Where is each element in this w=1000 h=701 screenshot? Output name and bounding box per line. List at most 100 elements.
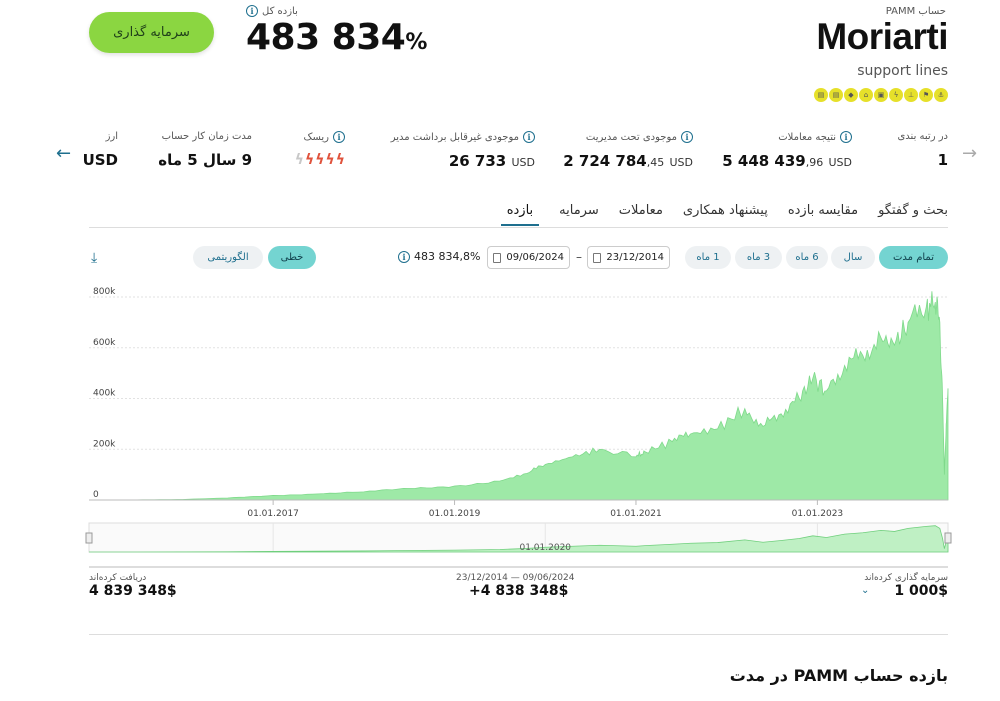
range-return-value: 483 834,8%: [414, 250, 481, 263]
calendar-icon: [593, 252, 602, 263]
total-return-label: بازده کل: [262, 5, 298, 17]
stat-trading-result: i نتیجه معاملات 5 448 439,96 USD: [722, 131, 852, 170]
info-icon[interactable]: i: [246, 5, 258, 17]
period-1m-button[interactable]: 1 ماه: [685, 246, 731, 269]
stat-label: ارز: [105, 131, 118, 142]
lightning-icon: ϟ: [305, 152, 315, 168]
account-type: حساب PAMM: [885, 6, 946, 17]
y-tick-label: 600k: [93, 338, 116, 348]
invested-value: 1 000$: [894, 583, 948, 599]
total-return-unit: %: [405, 30, 427, 55]
download-icon[interactable]: ⤓: [91, 250, 98, 266]
tab-discussion[interactable]: بحث و گفتگو: [878, 203, 948, 218]
total-return-label-row: بازده کل i: [246, 5, 298, 17]
stat-value: 2 724 784,45 USD: [563, 152, 693, 170]
info-icon[interactable]: i: [333, 131, 345, 143]
calendar-icon: [493, 252, 502, 263]
period-year-button[interactable]: سال: [831, 246, 875, 269]
shield-icon[interactable]: ◆: [844, 88, 858, 102]
y-tick-label: 400k: [93, 389, 116, 399]
x-tick-label: 01.01.2023: [792, 509, 844, 519]
info-icon[interactable]: i: [840, 131, 852, 143]
tab-trades[interactable]: معاملات: [618, 203, 663, 218]
tab-offers[interactable]: پیشنهاد همکاری: [682, 203, 768, 218]
invested-label: سرمایه گذاری کرده‌اند: [864, 573, 948, 583]
y-tick-label: 200k: [93, 439, 116, 449]
flag-icon[interactable]: ⚑: [919, 88, 933, 102]
stat-label: در رتبه بندی: [897, 131, 948, 142]
arrow-right-icon[interactable]: →: [962, 143, 978, 164]
received-value: 4 839 348$: [89, 583, 177, 599]
lock-icon[interactable]: ▣: [874, 88, 888, 102]
navigator-area: [88, 525, 949, 553]
chevron-down-icon[interactable]: ⌄: [861, 585, 870, 596]
tab-bar: بازده سرمایه معاملات پیشنهاد همکاری مقای…: [500, 203, 948, 226]
total-return-number: 483 834: [246, 17, 406, 58]
y-tick-label: 800k: [93, 287, 116, 297]
lightning-icon: ϟ: [325, 152, 335, 168]
info-icon[interactable]: i: [398, 250, 410, 263]
stat-label: موجودی تحت مدیریت: [585, 131, 677, 143]
lightning-icon: ϟ: [335, 152, 345, 168]
stat-value: 9 سال 5 ماه: [158, 151, 252, 169]
x-tick-label: 01.01.2017: [247, 509, 299, 519]
tab-capital[interactable]: سرمایه: [559, 203, 599, 218]
account-subtitle: support lines: [857, 63, 948, 79]
scale-log-button[interactable]: الگوریتمی: [193, 246, 263, 269]
account-name: Moriarti: [816, 16, 948, 57]
date-dash: –: [576, 250, 582, 264]
stat-label: ریسک: [303, 131, 329, 143]
doc-icon[interactable]: ▤: [829, 88, 843, 102]
stat-label: مدت زمان کار حساب: [161, 131, 252, 142]
date-to-value: 23/12/2014: [606, 252, 664, 263]
date-from-value: 09/06/2024: [506, 252, 564, 263]
stat-label: نتیجه معاملات: [778, 131, 836, 143]
pin-icon[interactable]: ⊥: [904, 88, 918, 102]
arrow-left-icon[interactable]: ←: [56, 143, 72, 164]
anchor-icon[interactable]: ⚓: [934, 88, 948, 102]
stat-label: موجودی غیرقابل برداشت مدیر: [390, 131, 519, 143]
x-tick-label: 01.01.2019: [429, 509, 481, 519]
lightning-icon: ϟ: [315, 152, 325, 168]
y-tick-label: 0: [93, 490, 99, 500]
period-6m-button[interactable]: 6 ماه: [786, 246, 828, 269]
stat-manager-funds: i موجودی غیرقابل برداشت مدیر 26 733 USD: [391, 131, 535, 170]
stat-value: 26 733 USD: [448, 152, 535, 170]
total-return-value: 483 834%: [246, 17, 427, 58]
period-all-button[interactable]: تمام مدت: [879, 246, 948, 269]
tab-divider: [89, 227, 948, 228]
stat-account-age: مدت زمان کار حساب 9 سال 5 ماه: [158, 131, 252, 169]
account-badges: ▤ ▤ ◆ ⌂ ▣ ϟ ⊥ ⚑ ⚓: [814, 88, 948, 102]
date-to-field[interactable]: 23/12/2014: [587, 246, 670, 269]
scale-linear-button[interactable]: خطی: [268, 246, 316, 269]
navigator-handle-right[interactable]: [944, 532, 952, 544]
stat-value: 1: [937, 151, 948, 169]
section-divider: [89, 634, 948, 635]
stat-rank: در رتبه بندی 1: [897, 131, 948, 169]
stat-managed-funds: i موجودی تحت مدیریت 2 724 784,45 USD: [563, 131, 693, 170]
period-3m-button[interactable]: 3 ماه: [735, 246, 782, 269]
invest-button[interactable]: سرمایه گذاری: [89, 12, 214, 53]
range-label: 23/12/2014 — 09/06/2024: [456, 573, 575, 583]
received-label: دریافت کرده‌اند: [89, 573, 147, 583]
tab-returns[interactable]: بازده: [500, 203, 540, 226]
tab-compare[interactable]: مقایسه بازده: [787, 203, 859, 218]
navigator-handle-left[interactable]: [85, 532, 93, 544]
doc-icon[interactable]: ▤: [814, 88, 828, 102]
stat-value: USD: [82, 151, 118, 169]
range-return: i 483 834,8%: [398, 250, 480, 263]
profit-value: +4 838 348$: [469, 583, 569, 599]
x-tick-label: 01.01.2021: [610, 509, 662, 519]
home-icon[interactable]: ⌂: [859, 88, 873, 102]
info-icon[interactable]: i: [523, 131, 535, 143]
navigator-tick-label: 01.01.2020: [519, 543, 571, 553]
returns-chart[interactable]: 0 200k 400k 600k 800k 01.01.2017 01.01.2019 01.…: [0, 280, 1000, 570]
info-icon[interactable]: i: [681, 131, 693, 143]
lightning-icon[interactable]: ϟ: [889, 88, 903, 102]
stat-currency: ارز USD: [83, 131, 118, 169]
lightning-icon: ϟ: [294, 152, 304, 168]
returns-area: [88, 291, 949, 501]
date-from-field[interactable]: 09/06/2024: [487, 246, 570, 269]
